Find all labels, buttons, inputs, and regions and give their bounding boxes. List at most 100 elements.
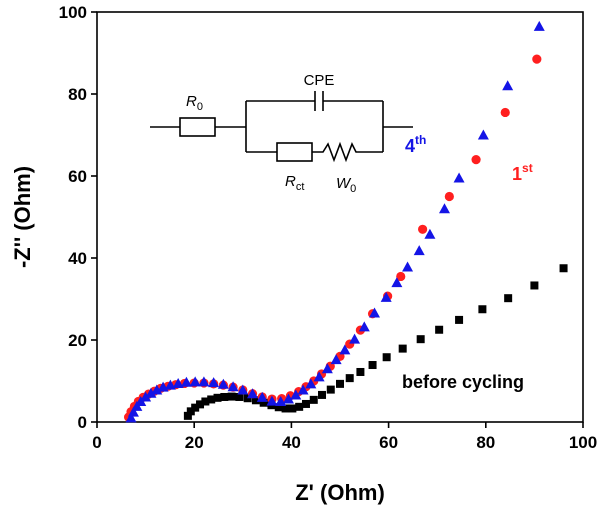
point [198,376,210,387]
point [235,392,244,401]
point [500,107,510,118]
series-label-sup: th [415,133,426,147]
w0-label: W0 [336,175,356,195]
point [127,406,139,417]
point [530,281,539,290]
point [207,395,216,404]
point [559,264,568,273]
point [391,277,403,288]
point [288,404,297,413]
y-tick-label: 80 [68,85,87,104]
cpe-label: CPE [304,72,335,89]
capacitor [314,91,324,111]
point [196,400,205,409]
point [301,399,310,408]
point [356,367,365,376]
point [453,172,465,183]
point [305,378,317,389]
y-tick-label: 20 [68,331,87,350]
point [140,391,152,402]
point [349,333,361,344]
series-label-text: 1 [512,164,522,184]
point [502,80,514,91]
point [125,412,137,423]
point [295,402,304,411]
point [318,390,327,399]
point [424,228,436,239]
point [274,403,283,412]
point [213,393,222,402]
point [435,325,444,334]
point [247,388,259,399]
point [345,374,354,383]
point [251,396,260,405]
point [191,403,200,412]
x-tick-label: 60 [379,433,398,452]
point [220,392,229,401]
point [382,353,391,362]
point [471,155,481,165]
point [438,203,450,214]
point [259,398,268,407]
point [208,377,220,388]
point [313,371,325,382]
point [444,191,454,202]
point [402,261,414,272]
point [455,315,464,324]
point [281,404,290,413]
y-axis-label: -Z'' (Ohm) [10,166,35,268]
point [477,129,489,140]
point [326,385,335,394]
point [413,245,425,256]
point [282,393,294,404]
circuit-wire [150,100,413,163]
series-label: 4th [405,133,426,156]
point [217,378,229,389]
x-axis-label: Z' (Ohm) [295,480,385,505]
point [297,384,309,395]
series-label-text: 4 [405,136,415,156]
point [330,354,342,365]
x-tick-label: 40 [282,433,301,452]
point [151,384,163,395]
x-tick-label: 100 [569,433,597,452]
point [336,379,344,388]
point [418,224,428,234]
series-label: before cycling [402,372,524,392]
point [237,384,249,395]
point [504,294,513,303]
point [266,395,278,406]
rct-label: Rct [285,173,304,193]
point [380,291,392,302]
x-tick-label: 0 [92,433,101,452]
point [416,335,425,344]
point [201,397,210,406]
r0-label: R0 [186,93,203,113]
point [321,363,333,374]
x-tick-label: 20 [185,433,204,452]
point [290,389,302,400]
point [227,392,236,401]
series-label-sup: st [522,161,533,175]
point [396,271,406,282]
point [339,344,351,355]
resistor [276,142,313,162]
point [478,305,487,314]
point [186,407,195,416]
point [358,321,370,332]
y-tick-label: 0 [78,413,87,432]
y-tick-label: 60 [68,167,87,186]
series-label-text: before cycling [402,372,524,392]
point [183,411,192,420]
point [172,377,184,388]
point [368,361,377,370]
point [309,395,318,404]
circuit-diagram: R0 CPE Rct W0 [150,72,413,195]
plot-frame [96,11,584,423]
y-tick-label: 40 [68,249,87,268]
point [243,394,252,403]
series-label: 1st [512,161,533,184]
point [180,376,192,387]
point [256,391,268,402]
